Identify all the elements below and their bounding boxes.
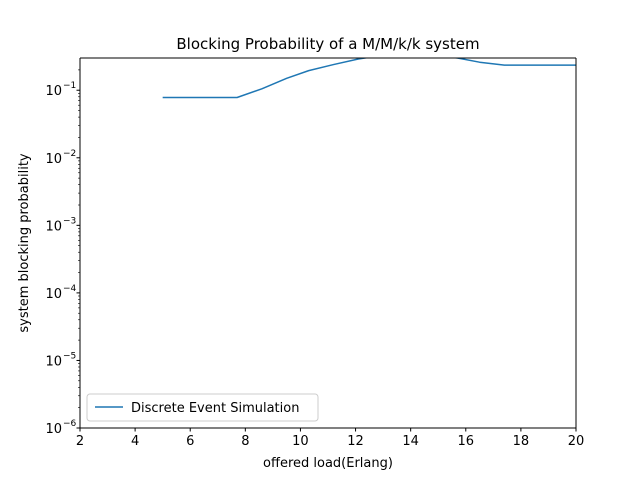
y-tick-label: 10 (45, 354, 62, 369)
y-tick-label: 10 (45, 219, 62, 234)
plot-frame (79, 57, 577, 429)
x-tick-label: 12 (347, 434, 364, 449)
y-tick-exponent: −3 (63, 216, 76, 226)
x-tick-label: 6 (186, 434, 194, 449)
x-axis-label: offered load(Erlang) (263, 456, 393, 471)
chart-title: Blocking Probability of a M/M/k/k system (176, 35, 479, 53)
series-line (162, 58, 576, 99)
legend: Discrete Event Simulation (86, 393, 319, 422)
x-tick-label: 16 (458, 434, 475, 449)
data-layer (162, 58, 576, 99)
y-tick-exponent: −2 (63, 149, 76, 159)
x-tick-label: 14 (402, 434, 419, 449)
y-tick-exponent: −1 (63, 81, 76, 91)
y-axis-ticks: 10−610−510−410−310−210−1 (45, 69, 80, 437)
x-tick-label: 8 (241, 434, 249, 449)
legend-entry-label: Discrete Event Simulation (131, 401, 299, 416)
x-tick-label: 4 (131, 434, 139, 449)
plot-area (80, 58, 576, 428)
x-tick-label: 2 (76, 434, 84, 449)
y-tick-label: 10 (45, 422, 62, 437)
y-tick-exponent: −4 (63, 284, 77, 294)
y-tick-exponent: −5 (63, 351, 76, 361)
y-axis-label: system blocking probability (17, 153, 32, 333)
y-tick-label: 10 (45, 152, 62, 167)
x-tick-label: 10 (292, 434, 309, 449)
legend-box (86, 393, 319, 422)
x-tick-label: 18 (513, 434, 530, 449)
x-tick-label: 20 (568, 434, 585, 449)
y-tick-label: 10 (45, 84, 62, 99)
y-tick-exponent: −6 (63, 419, 77, 429)
y-tick-label: 10 (45, 287, 62, 302)
x-axis-ticks: 2 4 6 8 10 12 14 16 18 20 (76, 428, 584, 449)
